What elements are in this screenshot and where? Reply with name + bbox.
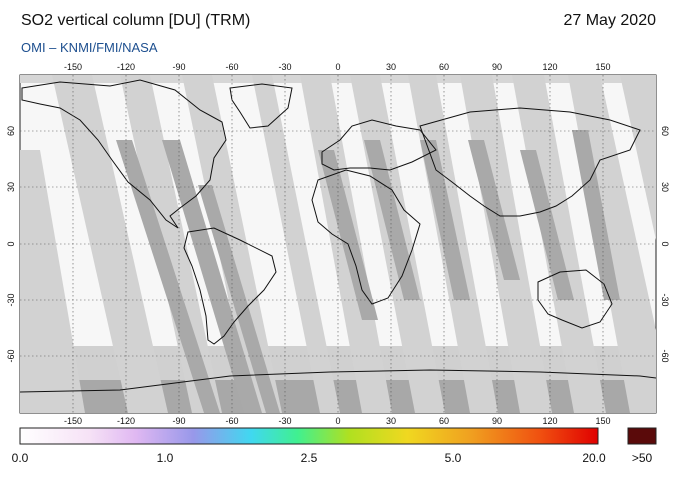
- lon-label-top: -30: [278, 62, 291, 72]
- lon-label-bottom: -60: [225, 416, 238, 426]
- lat-label-right: 60: [660, 126, 670, 136]
- lat-label-left: -30: [6, 293, 16, 306]
- lon-label-bottom: 0: [335, 416, 340, 426]
- lon-label-bottom: 150: [595, 416, 610, 426]
- lon-label-top: -150: [64, 62, 82, 72]
- europe-outline: [321, 119, 437, 171]
- lon-label-bottom: 30: [386, 416, 396, 426]
- graticule: [20, 75, 656, 413]
- colorbar-tick-label: 20.0: [582, 451, 606, 465]
- lat-label-left: 0: [6, 241, 16, 246]
- colorbar-gradient: [19, 427, 599, 445]
- south-america-outline: [183, 227, 277, 345]
- colorbar-overflow-swatch: [627, 427, 657, 445]
- australia-outline: [537, 269, 613, 329]
- lon-label-top: 30: [386, 62, 396, 72]
- lon-label-top: 120: [542, 62, 557, 72]
- colorbar-tick-label: 2.5: [301, 451, 318, 465]
- lon-label-top: 150: [595, 62, 610, 72]
- colorbar-tick-label: 0.0: [12, 451, 29, 465]
- lon-label-bottom: 90: [492, 416, 502, 426]
- orbit-swaths-dark: [116, 130, 620, 413]
- lon-label-bottom: 60: [439, 416, 449, 426]
- antarctica-outline: [20, 369, 656, 393]
- lon-label-top: -60: [225, 62, 238, 72]
- lat-label-left: -60: [6, 349, 16, 362]
- lat-label-right: -30: [660, 293, 670, 306]
- data-credits: OMI – KNMI/FMI/NASA: [21, 40, 158, 55]
- lon-label-bottom: -30: [278, 416, 291, 426]
- map-date: 27 May 2020: [563, 12, 656, 29]
- lon-label-top: 0: [335, 62, 340, 72]
- coastlines: [20, 79, 656, 393]
- lat-label-right: 0: [660, 241, 670, 246]
- map-title: SO2 vertical column [DU] (TRM): [21, 12, 251, 29]
- lon-label-bottom: -120: [117, 416, 135, 426]
- lat-label-left: 30: [6, 182, 16, 192]
- lon-label-bottom: -90: [172, 416, 185, 426]
- lat-label-right: -60: [660, 349, 670, 362]
- colorbar-tick-label: 5.0: [445, 451, 462, 465]
- lon-label-top: -90: [172, 62, 185, 72]
- lon-label-top: 60: [439, 62, 449, 72]
- lat-label-right: 30: [660, 182, 670, 192]
- lon-label-top: -120: [117, 62, 135, 72]
- colorbar-overflow-label: >50: [632, 451, 653, 465]
- lon-label-bottom: -150: [64, 416, 82, 426]
- colorbar-tick-label: 1.0: [157, 451, 174, 465]
- greenland-outline: [229, 83, 293, 129]
- lat-label-left: 60: [6, 126, 16, 136]
- lon-label-top: 90: [492, 62, 502, 72]
- lon-label-bottom: 120: [542, 416, 557, 426]
- north-america-outline: [21, 79, 227, 229]
- africa-outline: [311, 169, 421, 305]
- asia-outline: [419, 107, 641, 217]
